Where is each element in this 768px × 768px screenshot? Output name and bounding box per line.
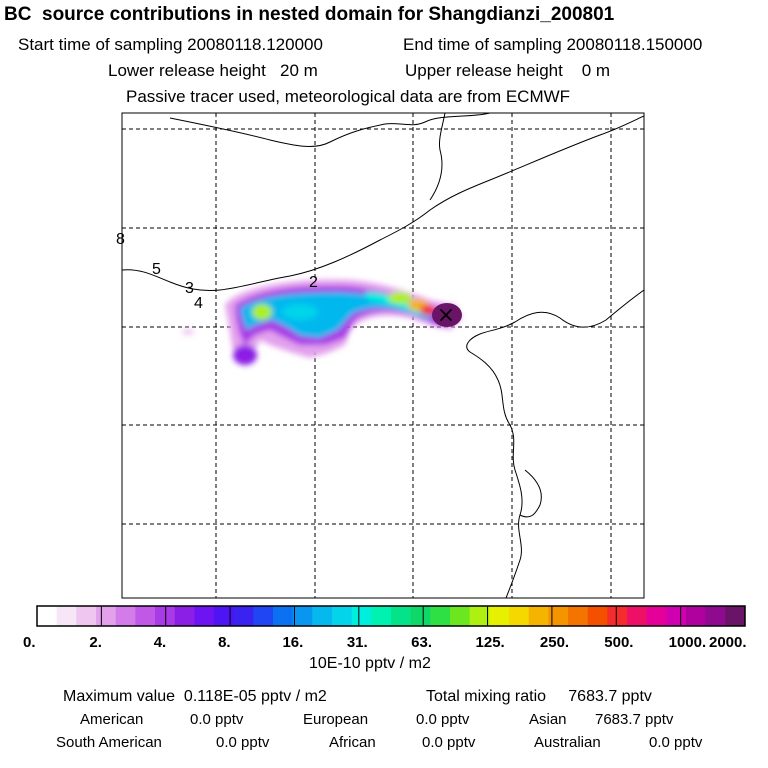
track-label: 8: [116, 231, 125, 248]
color-scale-cell: [115, 606, 136, 626]
color-scale-cell: [430, 606, 451, 626]
color-scale-cell: [155, 606, 176, 626]
color-scale-tick-label: 16.: [282, 634, 304, 651]
asian-value: 7683.7 pptv: [595, 711, 674, 728]
asian-label: Asian: [529, 711, 567, 728]
track-label: 4: [194, 295, 203, 312]
color-scale-cell: [56, 606, 77, 626]
color-scale-cell: [725, 606, 746, 626]
color-scale-cell: [96, 606, 117, 626]
color-scale-cell: [627, 606, 648, 626]
color-scale-tick-label: 0.: [23, 634, 36, 651]
model-note: Passive tracer used, meteorological data…: [126, 87, 571, 106]
color-scale-cell: [568, 606, 589, 626]
color-scale-tick-label: 2.: [89, 634, 102, 651]
color-scale-cell: [646, 606, 667, 626]
color-scale-tick-label: 63.: [411, 634, 433, 651]
receptor-marker-icon: ×: [437, 303, 455, 328]
map-frame: [121, 112, 645, 599]
color-scale-cell: [273, 606, 294, 626]
color-scale-tick-labels: 0. 2. 4. 8. 16. 31. 63. 125. 250. 500. 1000. 2000.: [0, 634, 768, 654]
color-scale-cell: [587, 606, 608, 626]
color-scale-cells: [37, 606, 746, 626]
african-label: African: [329, 734, 376, 751]
african-value: 0.0 pptv: [422, 734, 476, 751]
color-scale-cell: [705, 606, 726, 626]
color-scale-tick-label: 8.: [218, 634, 231, 651]
color-scale-tick-label: 125.: [475, 634, 505, 651]
track-label: 2: [309, 274, 318, 291]
color-scale-cell: [469, 606, 490, 626]
tracer-plume: [182, 279, 462, 365]
map-gridlines: [122, 113, 644, 598]
australian-value: 0.0 pptv: [649, 734, 703, 751]
european-label: European: [303, 711, 369, 728]
color-scale-cell: [76, 606, 97, 626]
color-scale-tick-label: 4.: [153, 634, 167, 651]
color-scale-cell: [174, 606, 195, 626]
start-time: Start time of sampling 20080118.120000: [18, 35, 323, 54]
color-scale-cell: [253, 606, 274, 626]
european-value: 0.0 pptv: [416, 711, 470, 728]
plot-title: BC source contributions in nested domain…: [4, 4, 615, 25]
coastline: [122, 113, 644, 598]
color-scale-cell: [135, 606, 156, 626]
color-scale-cell: [391, 606, 412, 626]
upper-release-height: Upper release height 0 m: [405, 61, 611, 80]
color-scale-tick-label: 250.: [539, 634, 570, 651]
color-scale-cell: [450, 606, 471, 626]
color-scale-cell: [666, 606, 687, 626]
australian-label: Australian: [534, 734, 601, 751]
color-scale-cell: [37, 606, 58, 626]
color-scale-cell: [214, 606, 235, 626]
color-scale-cell: [292, 606, 313, 626]
color-scale-tick-label: 500.: [604, 634, 634, 651]
color-scale-ticks: [100, 606, 682, 626]
color-scale-cell: [607, 606, 628, 626]
color-scale-cell: [312, 606, 333, 626]
color-scale-cell: [528, 606, 549, 626]
american-label: American: [80, 711, 144, 728]
lower-release-height: Lower release height 20 m: [108, 61, 318, 80]
color-scale-cell: [233, 606, 254, 626]
track-label: 5: [152, 261, 161, 278]
color-scale-cell: [489, 606, 510, 626]
color-scale-tick-label: 2000.: [709, 634, 747, 651]
color-scale-cell: [548, 606, 569, 626]
track-label: 3: [185, 280, 194, 297]
color-scale-cell: [410, 606, 431, 626]
south-american-value: 0.0 pptv: [216, 734, 270, 751]
color-scale-cell: [351, 606, 372, 626]
color-scale-cell: [194, 606, 215, 626]
total-mixing-ratio: Total mixing ratio 7683.7 pptv: [426, 688, 652, 705]
color-scale-cell: [371, 606, 392, 626]
color-scale-cell: [332, 606, 353, 626]
maximum-value: Maximum value 0.118E-05 pptv / m2: [63, 688, 327, 705]
south-american-label: South American: [56, 734, 162, 751]
color-scale-cell: [686, 606, 707, 626]
color-scale-cell: [509, 606, 530, 626]
end-time: End time of sampling 20080118.150000: [403, 35, 703, 54]
color-scale-tick-label: 1000.: [668, 634, 707, 651]
american-value: 0.0 pptv: [190, 711, 244, 728]
color-scale-tick-label: 31.: [346, 634, 368, 651]
color-scale-unit: 10E-10 pptv / m2: [309, 655, 431, 672]
